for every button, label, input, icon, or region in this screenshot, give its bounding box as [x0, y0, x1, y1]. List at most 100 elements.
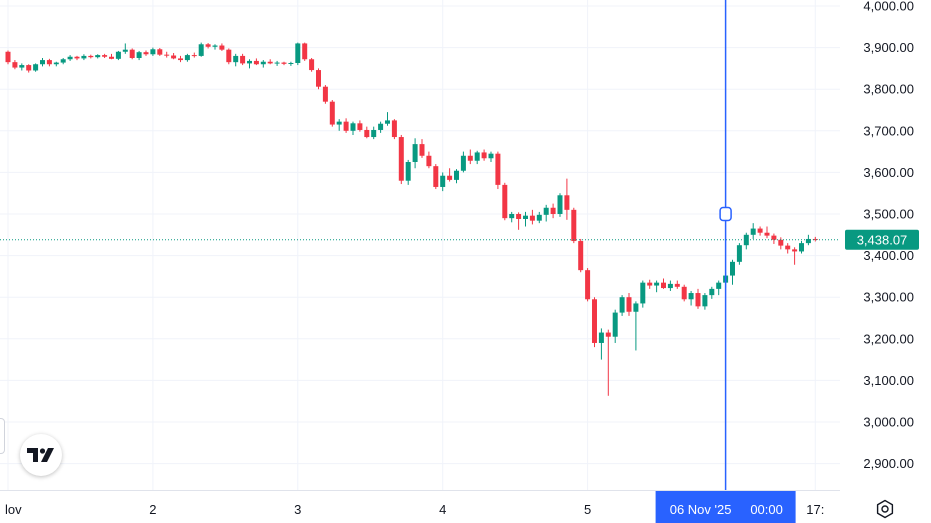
- candle-body: [198, 44, 204, 56]
- candle-body: [398, 137, 404, 181]
- candle-body: [150, 49, 156, 55]
- crosshair-time-badge: [655, 491, 796, 523]
- x-tick-label: 4: [439, 502, 446, 517]
- candle-body: [612, 312, 618, 337]
- candle-body: [157, 49, 163, 55]
- y-tick-label: 3,500.00: [863, 207, 914, 222]
- candle-body: [109, 56, 114, 59]
- candle-body: [785, 245, 791, 250]
- candle-body: [460, 155, 466, 171]
- left-panel-tab[interactable]: [0, 418, 5, 454]
- candle-body: [191, 55, 197, 57]
- crosshair-time-label: 00:00: [750, 502, 783, 517]
- candle-body: [74, 56, 80, 59]
- x-tick-label: 2: [149, 502, 156, 517]
- candle-body: [805, 238, 811, 244]
- candle-body: [67, 56, 73, 60]
- candle-body: [523, 215, 528, 219]
- candle-body: [619, 297, 625, 313]
- candle-body: [543, 207, 549, 215]
- y-tick-label: 3,900.00: [863, 40, 914, 55]
- candle-body: [730, 261, 735, 276]
- candle-body: [288, 62, 294, 64]
- candle-body: [426, 155, 432, 167]
- candle-body: [481, 152, 487, 159]
- candle-body: [81, 55, 87, 59]
- candle-body: [674, 283, 680, 287]
- time-axis[interactable]: lov 2 3 4 5 17:: [5, 502, 824, 517]
- chart-grid: [0, 0, 840, 491]
- candle-body: [115, 51, 121, 59]
- candle-body: [309, 59, 315, 71]
- candle-body: [585, 270, 591, 300]
- candle-body: [640, 282, 646, 304]
- candle-body: [5, 51, 11, 63]
- candle-body: [136, 52, 142, 58]
- candle-body: [757, 228, 763, 233]
- candle-body: [212, 45, 218, 47]
- candle-body: [53, 62, 59, 65]
- candle-body: [260, 61, 266, 65]
- candle-body: [253, 60, 259, 65]
- candle-body: [667, 283, 673, 289]
- candle-body: [447, 175, 453, 180]
- candle-body: [329, 101, 335, 125]
- candle-body: [550, 207, 556, 214]
- y-tick-label: 2,900.00: [863, 456, 914, 471]
- tradingview-logo[interactable]: [20, 434, 62, 476]
- candle-body: [350, 123, 356, 131]
- candle-body: [536, 214, 542, 221]
- candle-body: [219, 45, 225, 50]
- y-tick-label: 3,700.00: [863, 123, 914, 138]
- candle-body: [799, 243, 804, 252]
- candle-body: [571, 209, 577, 242]
- candle-body: [716, 282, 722, 289]
- chart-settings-gear-icon[interactable]: [874, 498, 896, 520]
- candle-body: [129, 49, 135, 58]
- candle-body: [702, 295, 708, 307]
- x-tick-label: 5: [584, 502, 591, 517]
- y-tick-label: 4,000.00: [863, 0, 914, 14]
- crosshair-handle[interactable]: [719, 206, 732, 222]
- candle-body: [184, 55, 190, 61]
- candle-body: [743, 234, 749, 246]
- candle-body: [467, 155, 473, 161]
- candle-body: [385, 120, 390, 124]
- candle-body: [336, 121, 342, 125]
- y-tick-label: 3,000.00: [863, 415, 914, 430]
- candle-body: [302, 43, 308, 60]
- candle-body: [626, 297, 632, 312]
- candle-body: [171, 55, 177, 59]
- candle-body: [433, 166, 439, 187]
- candle-body: [46, 60, 52, 65]
- candle-body: [267, 61, 273, 64]
- y-tick-label: 3,200.00: [863, 331, 914, 346]
- candle-body: [474, 152, 480, 161]
- price-axis[interactable]: 4,000.00 3,900.00 3,800.00 3,700.00 3,600.00…: [863, 0, 914, 471]
- candle-body: [391, 120, 397, 138]
- candle-body: [178, 58, 183, 61]
- candle-body: [26, 65, 32, 71]
- candle-body: [557, 195, 563, 214]
- candles-group: [5, 42, 818, 396]
- candle-body: [598, 332, 604, 343]
- candle-body: [274, 62, 280, 64]
- x-tick-label: 3: [294, 502, 301, 517]
- candle-body: [654, 282, 660, 286]
- candle-body: [247, 60, 252, 64]
- candle-body: [88, 55, 94, 58]
- candle-body: [295, 43, 301, 63]
- candle-body: [371, 129, 377, 138]
- candle-body: [578, 241, 584, 271]
- candle-body: [750, 228, 756, 235]
- candle-body: [405, 162, 411, 181]
- candle-body: [488, 153, 494, 159]
- candle-body: [647, 282, 653, 286]
- candle-body: [440, 175, 446, 187]
- candle-body: [164, 54, 170, 56]
- candle-body: [564, 195, 570, 210]
- candle-body: [343, 121, 349, 131]
- candle-body: [122, 49, 128, 52]
- candle-body: [516, 214, 522, 219]
